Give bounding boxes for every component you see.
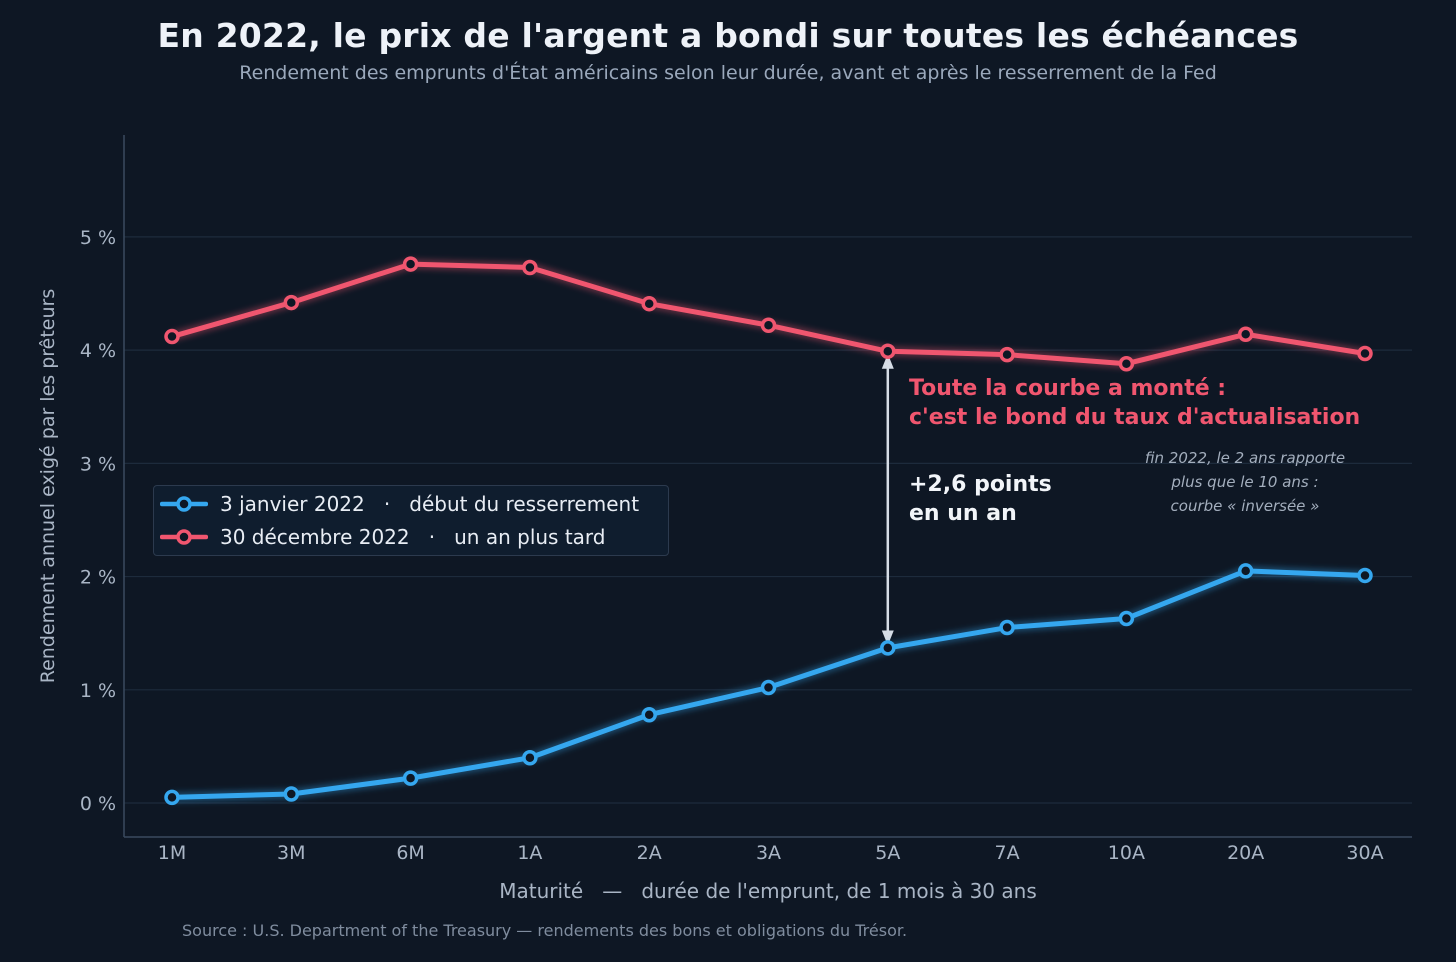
data-point: [999, 619, 1015, 636]
data-point: [283, 786, 300, 802]
data-point: [522, 749, 538, 766]
legend: 3 janvier 2022 · début du resserrement 3…: [153, 485, 669, 556]
x-tick-label: 3M: [277, 842, 305, 864]
data-point: [164, 328, 180, 345]
legend-item-jan: 3 janvier 2022 · début du resserrement: [160, 489, 639, 519]
data-point: [283, 294, 300, 311]
data-point: [760, 317, 777, 333]
x-tick-label: 20A: [1227, 842, 1264, 864]
data-point: [880, 343, 896, 360]
data-point: [1357, 345, 1373, 362]
source-note: Source : U.S. Department of the Treasury…: [182, 921, 908, 940]
legend-label-dec: 30 décembre 2022 · un an plus tard: [220, 525, 606, 549]
chart-title: En 2022, le prix de l'argent a bondi sur…: [157, 16, 1299, 55]
x-tick-label: 1A: [517, 842, 542, 864]
annotation-note-line2: plus que le 10 ans :: [1171, 473, 1319, 491]
legend-swatch-jan: [160, 496, 208, 512]
x-tick-label: 5A: [875, 842, 900, 864]
legend-swatch-dec: [160, 529, 208, 545]
axes: [123, 135, 1412, 838]
annotation-curve-rise: Toute la courbe a monté : c'est le bond …: [909, 374, 1360, 432]
x-tick-labels: 1M 3M 6M 1A 2A 3A 5A 7A 10A 20A 30A: [158, 842, 1384, 864]
data-point: [402, 770, 419, 786]
y-tick-label: 1 %: [80, 680, 116, 702]
x-tick-label: 30A: [1346, 842, 1383, 864]
y-tick-label: 0 %: [80, 793, 116, 815]
x-tick-label: 2A: [637, 842, 662, 864]
data-point: [1357, 567, 1373, 584]
data-point: [164, 789, 180, 806]
data-point: [522, 259, 538, 276]
x-tick-label: 3A: [756, 842, 781, 864]
legend-item-dec: 30 décembre 2022 · un an plus tard: [160, 522, 606, 552]
data-point: [1118, 355, 1135, 372]
data-point: [402, 256, 419, 272]
annotation-gap-line2: en un an: [909, 501, 1017, 526]
data-point: [1118, 610, 1135, 627]
y-tick-label: 4 %: [80, 340, 116, 362]
data-point: [641, 706, 657, 723]
annotation-note-line1: fin 2022, le 2 ans rapporte: [1144, 449, 1346, 467]
annotation-curve-rise-line1: Toute la courbe a monté :: [909, 376, 1227, 401]
data-point: [1237, 563, 1254, 579]
x-tick-label: 10A: [1108, 842, 1145, 864]
data-point: [999, 346, 1015, 363]
y-tick-label: 5 %: [80, 227, 116, 249]
annotation-gap-line1: +2,6 points: [909, 472, 1052, 497]
y-axis-label: Rendement annuel exigé par les prêteurs: [37, 289, 59, 684]
legend-label-jan: 3 janvier 2022 · début du resserrement: [220, 492, 640, 516]
y-tick-label: 3 %: [80, 453, 116, 475]
x-tick-label: 6M: [396, 842, 424, 864]
data-point: [880, 640, 896, 656]
data-point: [641, 295, 657, 312]
annotation-curve-rise-line2: c'est le bond du taux d'actualisation: [909, 405, 1361, 430]
annotation-gap: +2,6 points en un an: [909, 470, 1052, 528]
series-layer: [164, 256, 1373, 806]
data-point: [760, 679, 777, 696]
x-tick-label: 7A: [995, 842, 1020, 864]
data-point: [1237, 326, 1254, 343]
x-tick-label: 1M: [158, 842, 186, 864]
x-axis-label: Maturité — durée de l'emprunt, de 1 mois…: [499, 879, 1037, 903]
y-tick-labels: 0 % 1 % 2 % 3 % 4 % 5 %: [80, 227, 116, 815]
y-tick-label: 2 %: [80, 567, 116, 589]
chart-subtitle: Rendement des emprunts d'État américains…: [239, 62, 1217, 84]
annotation-note-line3: courbe « inversée »: [1170, 497, 1320, 515]
annotation-inversion-note: fin 2022, le 2 ans rapporte plus que le …: [1130, 446, 1360, 518]
